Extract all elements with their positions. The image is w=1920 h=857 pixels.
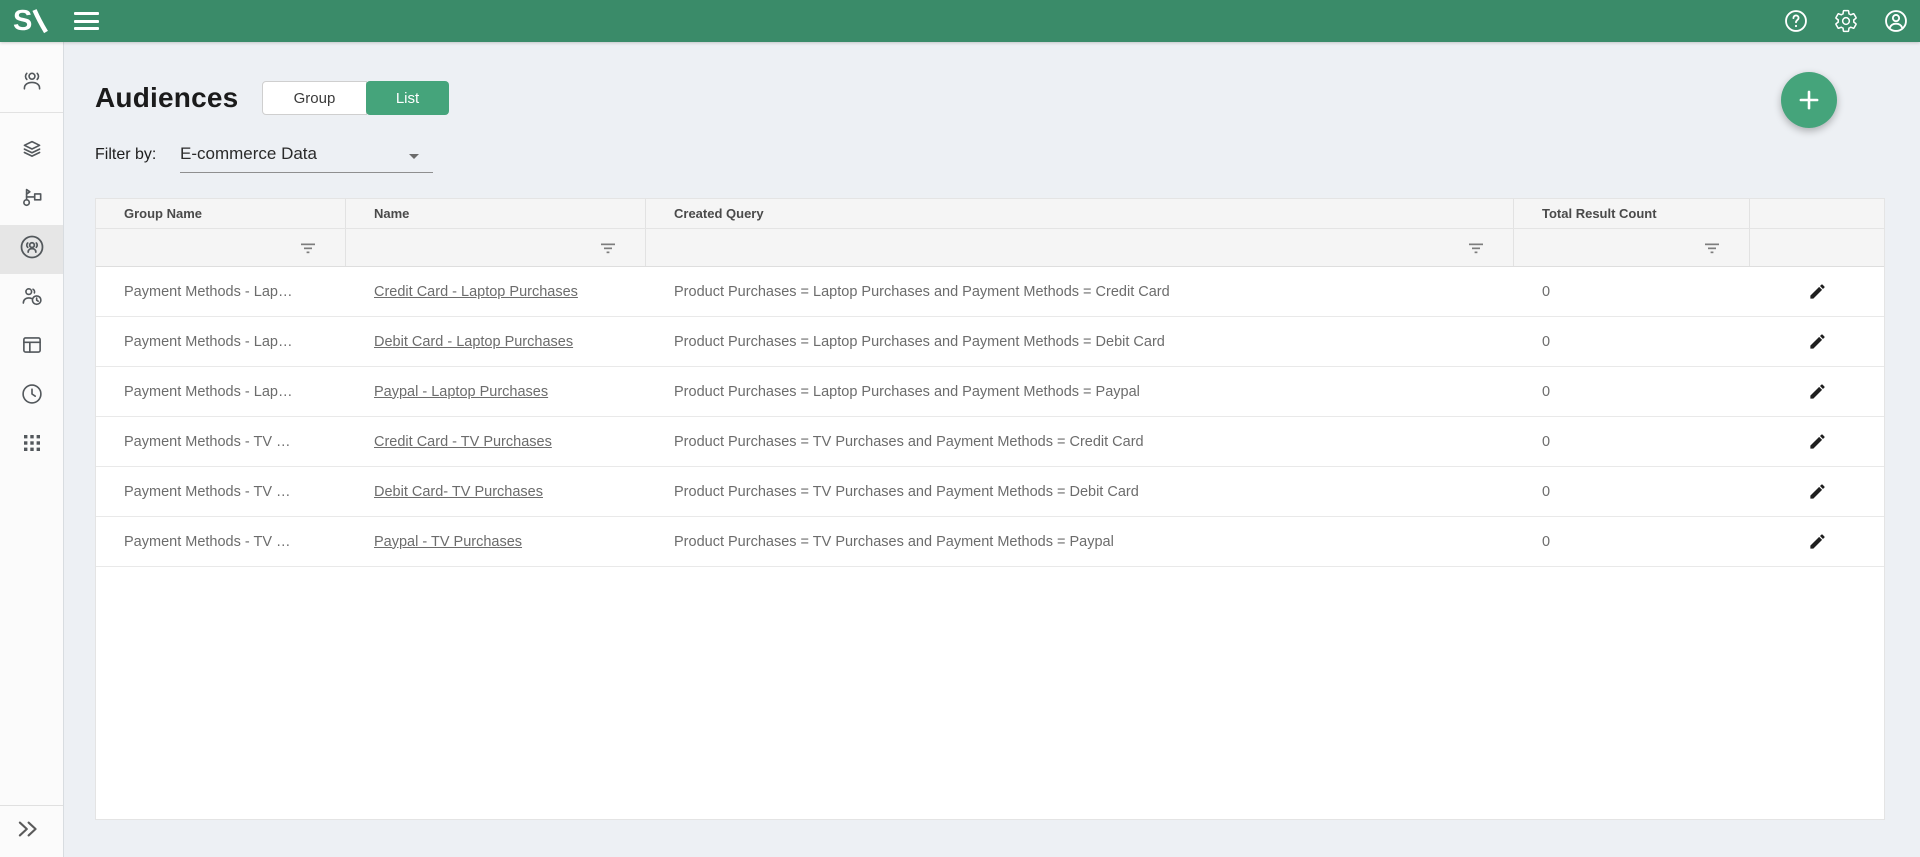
- sidebar-item-audiences[interactable]: [0, 225, 63, 274]
- edit-pencil-icon[interactable]: [1806, 331, 1828, 353]
- chevron-down-icon: [409, 154, 419, 159]
- total-result-count-cell: 0: [1542, 433, 1551, 450]
- total-result-count-cell: 0: [1542, 283, 1551, 300]
- list-view-button[interactable]: List: [366, 81, 449, 115]
- group-name-cell: Payment Methods - Lap…: [124, 283, 293, 300]
- people-group-icon: [19, 68, 45, 99]
- logo-letter: S: [13, 5, 32, 37]
- topbar-icons: [1783, 8, 1909, 34]
- group-name-cell: Payment Methods - Lap…: [124, 333, 293, 350]
- audience-name-link[interactable]: Debit Card - Laptop Purchases: [374, 333, 574, 350]
- filter-cell-actions: [1750, 229, 1884, 266]
- settings-gear-icon[interactable]: [1833, 8, 1859, 34]
- sidebar-expand-toggle[interactable]: [0, 805, 63, 857]
- filter-cell-created-query: [646, 229, 1514, 266]
- edit-pencil-icon[interactable]: [1806, 481, 1828, 503]
- group-name-cell: Payment Methods - TV …: [124, 533, 291, 550]
- help-icon[interactable]: [1783, 8, 1809, 34]
- edit-pencil-icon[interactable]: [1806, 381, 1828, 403]
- audience-name-link[interactable]: Paypal - Laptop Purchases: [374, 383, 549, 400]
- total-result-count-cell: 0: [1542, 333, 1551, 350]
- filter-icon[interactable]: [299, 239, 317, 257]
- filter-by-label: Filter by:: [95, 146, 157, 163]
- hamburger-menu-icon[interactable]: [74, 12, 99, 30]
- sidebar-item-workflow[interactable]: [0, 176, 63, 225]
- table-row: Payment Methods - TV … Paypal - TV Purch…: [96, 517, 1884, 567]
- dashboard-icon: [19, 332, 45, 363]
- column-header-group-name[interactable]: Group Name: [96, 199, 346, 228]
- edit-pencil-icon[interactable]: [1806, 431, 1828, 453]
- filter-icon[interactable]: [1467, 239, 1485, 257]
- sidebar: [0, 42, 64, 857]
- filter-cell-group-name: [96, 229, 346, 266]
- double-chevron-right-icon: [14, 815, 42, 848]
- total-result-count-cell: 0: [1542, 533, 1551, 550]
- app-logo: S: [13, 3, 49, 39]
- created-query-cell: Product Purchases = Laptop Purchases and…: [674, 383, 1140, 400]
- created-query-cell: Product Purchases = TV Purchases and Pay…: [674, 483, 1139, 500]
- group-view-button[interactable]: Group: [262, 81, 367, 115]
- main-content: Audiences Group List Filter by: E-commer…: [64, 42, 1920, 857]
- table-row: Payment Methods - Lap… Debit Card - Lapt…: [96, 317, 1884, 367]
- add-audience-button[interactable]: [1781, 72, 1837, 128]
- audience-name-link[interactable]: Credit Card - Laptop Purchases: [374, 283, 578, 300]
- total-result-count-cell: 0: [1542, 483, 1551, 500]
- table-row: Payment Methods - Lap… Paypal - Laptop P…: [96, 367, 1884, 417]
- filter-dropdown[interactable]: E-commerce Data: [180, 141, 433, 173]
- total-result-count-cell: 0: [1542, 383, 1551, 400]
- workflow-icon: [19, 185, 45, 216]
- sidebar-item-people-clock[interactable]: [0, 274, 63, 323]
- layers-icon: [19, 136, 45, 167]
- history-clock-icon: [19, 381, 45, 412]
- sidebar-item-apps[interactable]: [0, 421, 63, 470]
- edit-pencil-icon[interactable]: [1806, 531, 1828, 553]
- column-header-created-query[interactable]: Created Query: [646, 199, 1514, 228]
- account-icon[interactable]: [1883, 8, 1909, 34]
- app-bar: S: [0, 0, 1920, 42]
- table-row: Payment Methods - TV … Debit Card- TV Pu…: [96, 467, 1884, 517]
- created-query-cell: Product Purchases = TV Purchases and Pay…: [674, 433, 1144, 450]
- column-header-actions: [1750, 199, 1884, 228]
- created-query-cell: Product Purchases = Laptop Purchases and…: [674, 283, 1170, 300]
- people-clock-icon: [19, 283, 45, 314]
- audience-name-link[interactable]: Paypal - TV Purchases: [374, 533, 523, 550]
- created-query-cell: Product Purchases = TV Purchases and Pay…: [674, 533, 1114, 550]
- group-name-cell: Payment Methods - TV …: [124, 433, 291, 450]
- group-name-cell: Payment Methods - Lap…: [124, 383, 293, 400]
- created-query-cell: Product Purchases = Laptop Purchases and…: [674, 333, 1165, 350]
- view-toggle: Group List: [262, 81, 449, 115]
- filter-cell-name: [346, 229, 646, 266]
- filter-cell-total-result-count: [1514, 229, 1750, 266]
- audiences-icon: [18, 233, 46, 266]
- sidebar-item-people-group[interactable]: [0, 59, 63, 108]
- audience-name-link[interactable]: Credit Card - TV Purchases: [374, 433, 552, 450]
- logo-slash-icon: [32, 8, 49, 39]
- sidebar-item-dashboard[interactable]: [0, 323, 63, 372]
- column-header-name[interactable]: Name: [346, 199, 646, 228]
- column-header-total-result-count[interactable]: Total Result Count: [1514, 199, 1750, 228]
- table-header-row: Group Name Name Created Query Total Resu…: [96, 199, 1884, 229]
- page-title: Audiences: [95, 82, 239, 113]
- table-filter-row: [96, 229, 1884, 267]
- audience-name-link[interactable]: Debit Card- TV Purchases: [374, 483, 543, 500]
- sidebar-divider: [0, 112, 63, 113]
- plus-icon: [1799, 90, 1819, 110]
- filter-icon[interactable]: [599, 239, 617, 257]
- group-name-cell: Payment Methods - TV …: [124, 483, 291, 500]
- table-row: Payment Methods - Lap… Credit Card - Lap…: [96, 267, 1884, 317]
- audiences-table: Group Name Name Created Query Total Resu…: [95, 198, 1885, 820]
- sidebar-item-layers[interactable]: [0, 127, 63, 176]
- edit-pencil-icon[interactable]: [1806, 281, 1828, 303]
- filter-icon[interactable]: [1703, 239, 1721, 257]
- sidebar-item-history[interactable]: [0, 372, 63, 421]
- table-row: Payment Methods - TV … Credit Card - TV …: [96, 417, 1884, 467]
- filter-dropdown-value: E-commerce Data: [180, 144, 317, 163]
- apps-grid-icon: [20, 431, 44, 460]
